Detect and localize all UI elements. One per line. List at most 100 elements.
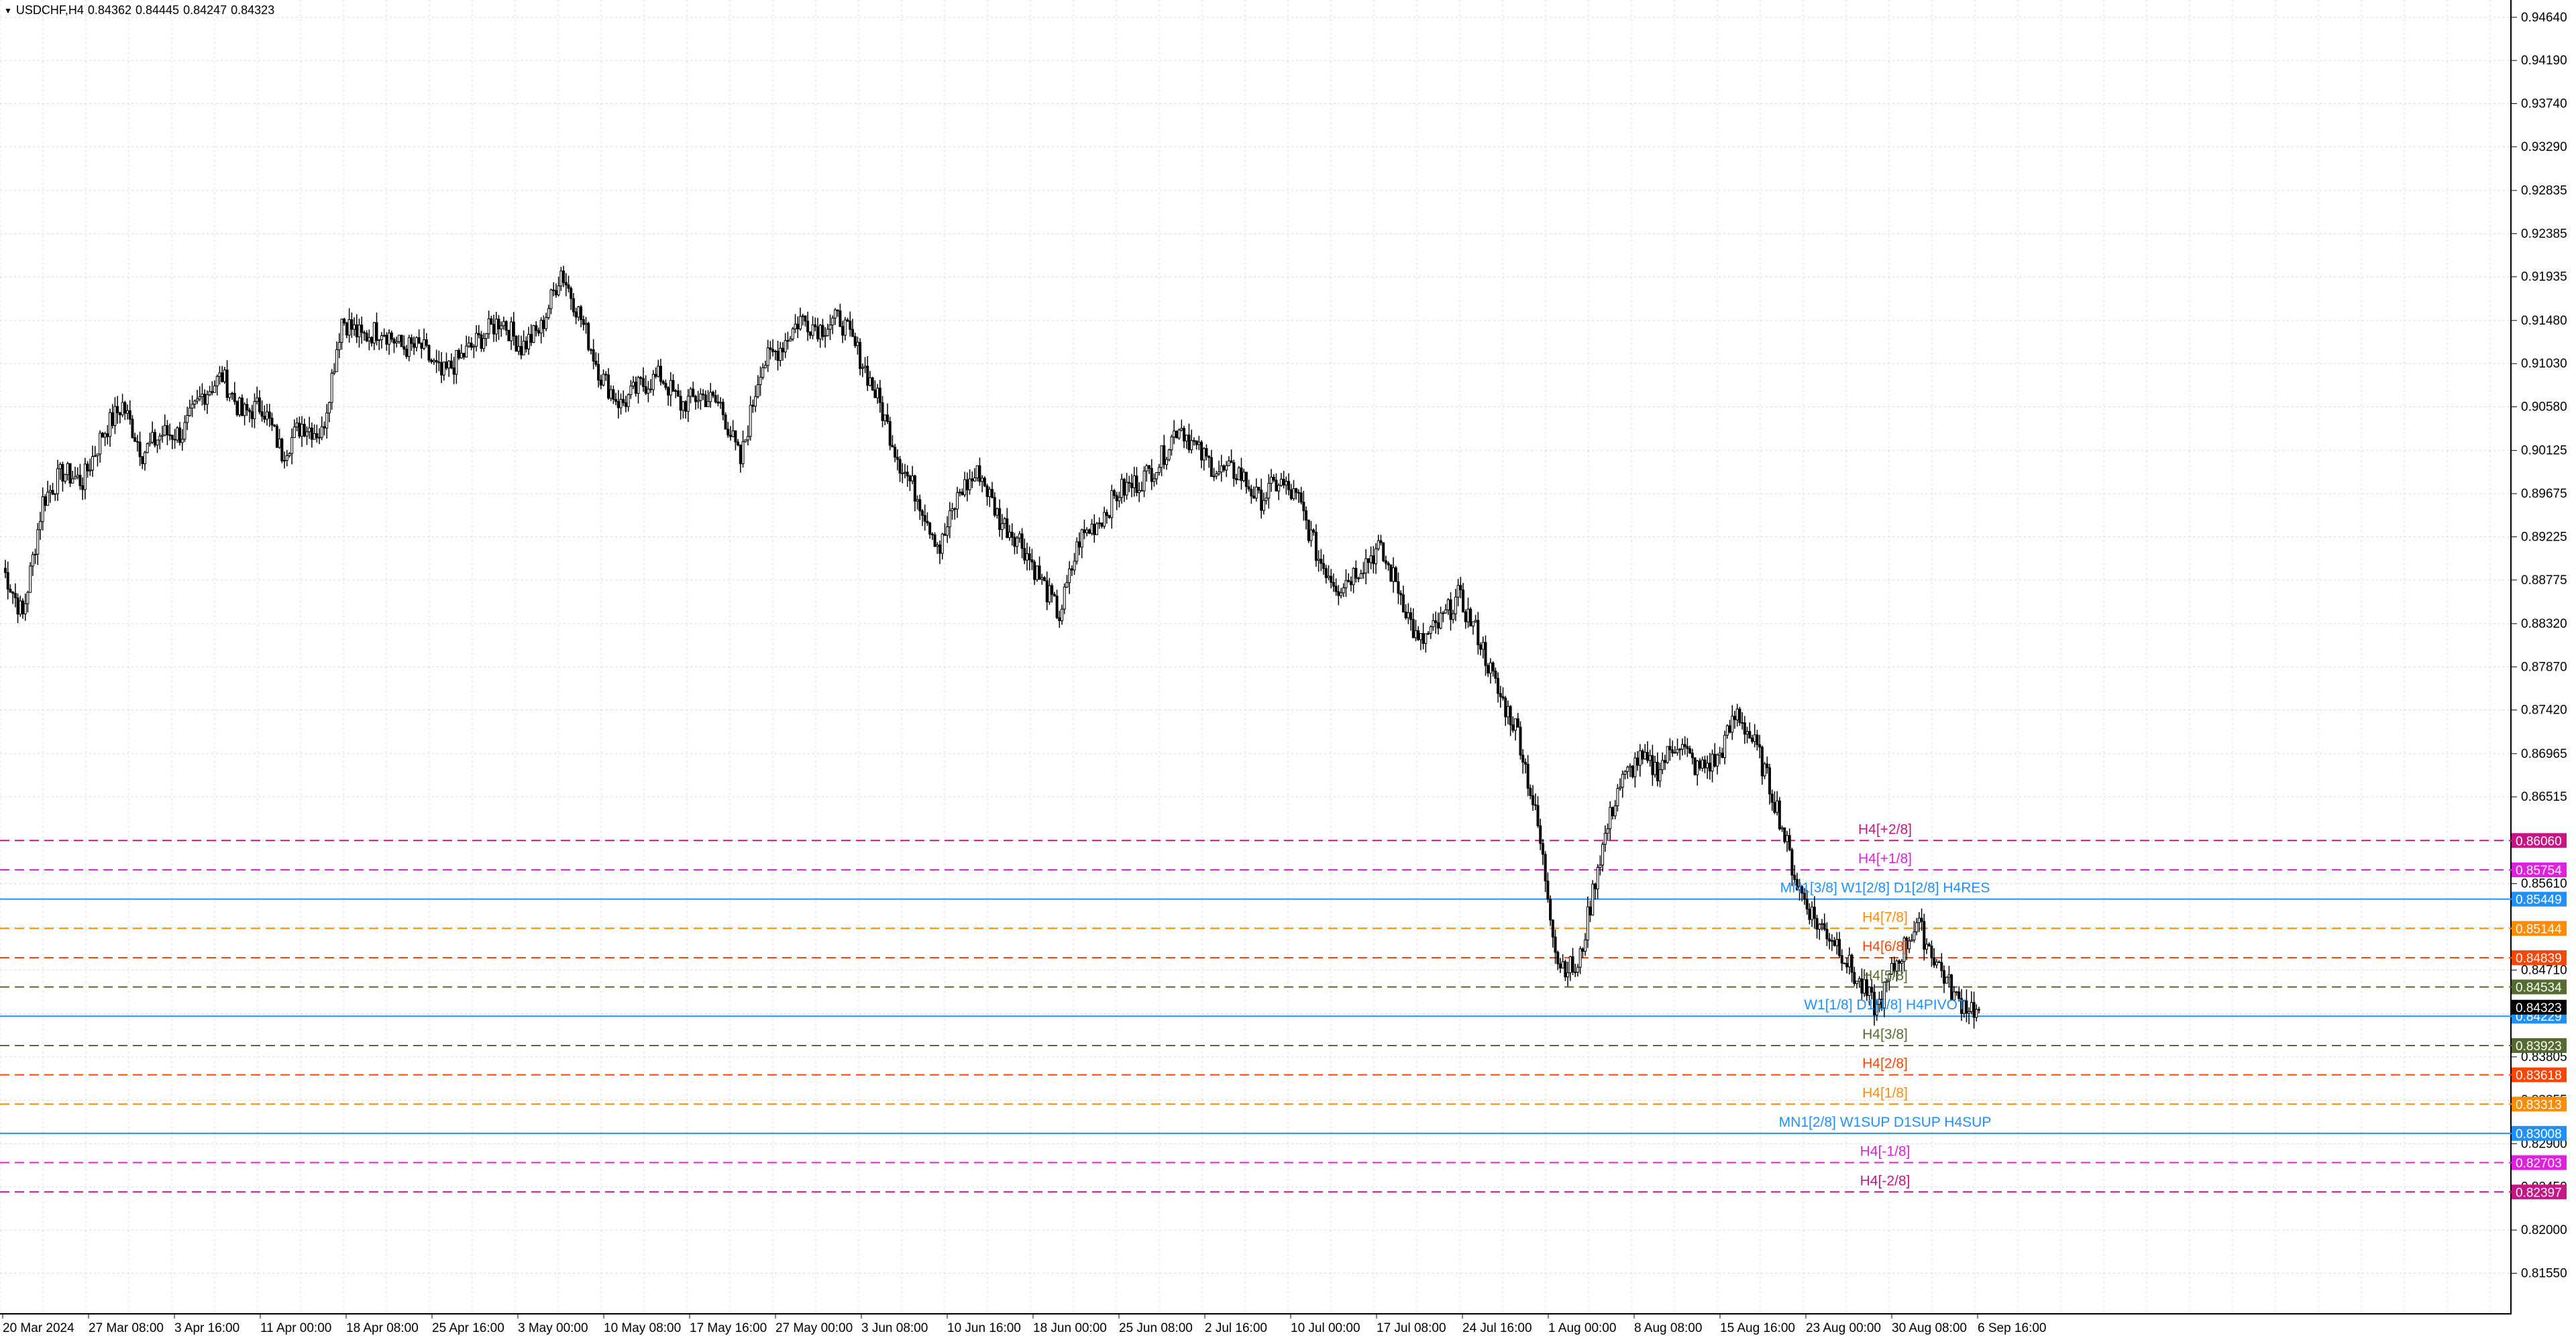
level-price-tag <box>2512 1184 2567 1200</box>
candle-body <box>1823 923 1826 930</box>
candle-body <box>998 508 1002 530</box>
candle-body <box>971 478 974 482</box>
candle-body <box>851 329 854 337</box>
level-price-tag <box>2512 979 2567 995</box>
candle-body <box>295 423 299 428</box>
candle-body <box>898 459 902 473</box>
candle-body <box>1686 746 1689 749</box>
candle-body <box>1145 465 1148 471</box>
candle-body <box>1055 596 1059 618</box>
candle-body <box>1586 906 1589 940</box>
candle-body <box>1564 961 1567 978</box>
time-axis[interactable]: 20 Mar 2024 27 Mar 08:00 3 Apr 16:00 11 Apr… <box>0 1315 2512 1339</box>
candle-body <box>148 441 152 445</box>
candle-body <box>709 392 712 402</box>
candle-body <box>186 415 189 423</box>
candle-body <box>1885 981 1888 983</box>
dropdown-triangle-icon[interactable]: ▼ <box>4 5 12 15</box>
candle-body <box>943 533 947 536</box>
plot-area[interactable]: H4[+2/8] H4[+1/8] MN1[3/8] W1[2/8] D1[2/8]… <box>0 0 2512 1315</box>
candle-body <box>1499 693 1502 697</box>
candle-body <box>1202 448 1205 461</box>
time-tick-label: 2 Jul 16:00 <box>1205 1321 1267 1335</box>
candle-body <box>1731 716 1734 733</box>
candle-body <box>1125 482 1128 496</box>
time-tick-label: 3 May 00:00 <box>518 1321 588 1335</box>
candle-body <box>258 397 261 412</box>
time-tick-label: 17 Jul 08:00 <box>1377 1321 1446 1335</box>
candle-body <box>1541 843 1544 855</box>
candle-body <box>1080 529 1083 548</box>
candle-body <box>529 334 533 343</box>
candle-body <box>806 321 810 333</box>
candle-body <box>1230 460 1233 463</box>
candle-body <box>510 321 513 341</box>
price-tick-label: 0.81550 <box>2521 1266 2567 1280</box>
candle-body <box>833 309 837 319</box>
candle-body <box>1828 938 1831 942</box>
candle-body <box>831 317 835 326</box>
candle-body <box>1377 540 1380 549</box>
candle-body <box>580 306 583 321</box>
candle-body <box>99 433 102 455</box>
candle-body <box>270 417 274 426</box>
candle-body <box>841 326 845 336</box>
candle-body <box>557 285 560 296</box>
candle-body <box>163 425 166 436</box>
candle-body <box>948 510 951 528</box>
high-value: 0.84445 <box>135 3 180 17</box>
price-tick-label: 0.93740 <box>2521 97 2567 111</box>
price-axis[interactable]: 0.94640 0.94190 0.93740 0.93290 0.92835 0.923… <box>2512 0 2576 1315</box>
candle-body <box>1449 599 1452 620</box>
candle-body <box>1837 939 1841 956</box>
candle-body <box>91 456 95 471</box>
candle-body <box>1155 472 1159 480</box>
candle-body <box>589 349 592 351</box>
candle-body <box>1554 936 1557 953</box>
candle-body <box>814 324 817 327</box>
price-tick-label: 0.89225 <box>2521 530 2567 544</box>
candle-body <box>903 471 906 473</box>
candle-body <box>958 492 961 494</box>
candle-body <box>1364 558 1368 573</box>
level-price-tag-text: 0.84534 <box>2516 981 2562 995</box>
candle-body <box>166 425 169 435</box>
candle-body <box>1875 1004 1878 1015</box>
candle-body <box>417 337 421 344</box>
candle-body <box>482 338 486 349</box>
candle-body <box>564 282 568 286</box>
candle-body <box>1442 612 1445 614</box>
candle-body <box>83 463 87 490</box>
candle-body <box>828 325 832 330</box>
time-tick-label: 3 Apr 16:00 <box>174 1321 239 1335</box>
candle-body <box>1222 465 1226 471</box>
candle-body <box>305 431 309 437</box>
candle-body <box>1394 567 1397 582</box>
candle-body <box>1673 752 1676 754</box>
candle-body <box>327 402 331 414</box>
candle-body <box>1865 979 1868 996</box>
symbol-header: ▼ USDCHF,H4 0.84362 0.84445 0.84247 0.84… <box>4 3 274 17</box>
price-tick-label: 0.85610 <box>2521 877 2567 891</box>
candle-body <box>1479 645 1483 650</box>
candle-body <box>1805 899 1809 910</box>
candle-body <box>1065 582 1069 588</box>
candle-body <box>641 378 645 387</box>
candle-body <box>881 402 884 421</box>
candle-body <box>480 334 483 349</box>
price-chart[interactable]: H4[+2/8] H4[+1/8] MN1[3/8] W1[2/8] D1[2/8]… <box>0 0 2512 1315</box>
open-value: 0.84362 <box>87 3 131 17</box>
candle-body <box>604 374 608 376</box>
candle-body <box>751 404 755 407</box>
candle-body <box>1038 565 1041 580</box>
candle-body <box>1860 978 1864 994</box>
candle-body <box>193 400 197 405</box>
candle-body <box>676 390 680 397</box>
candle-body <box>1392 567 1395 582</box>
candle-body <box>1073 561 1076 571</box>
candle-body <box>390 332 393 340</box>
candle-body <box>1140 490 1143 492</box>
time-tick-label: 10 May 08:00 <box>604 1321 681 1335</box>
candle-body <box>1487 665 1490 674</box>
